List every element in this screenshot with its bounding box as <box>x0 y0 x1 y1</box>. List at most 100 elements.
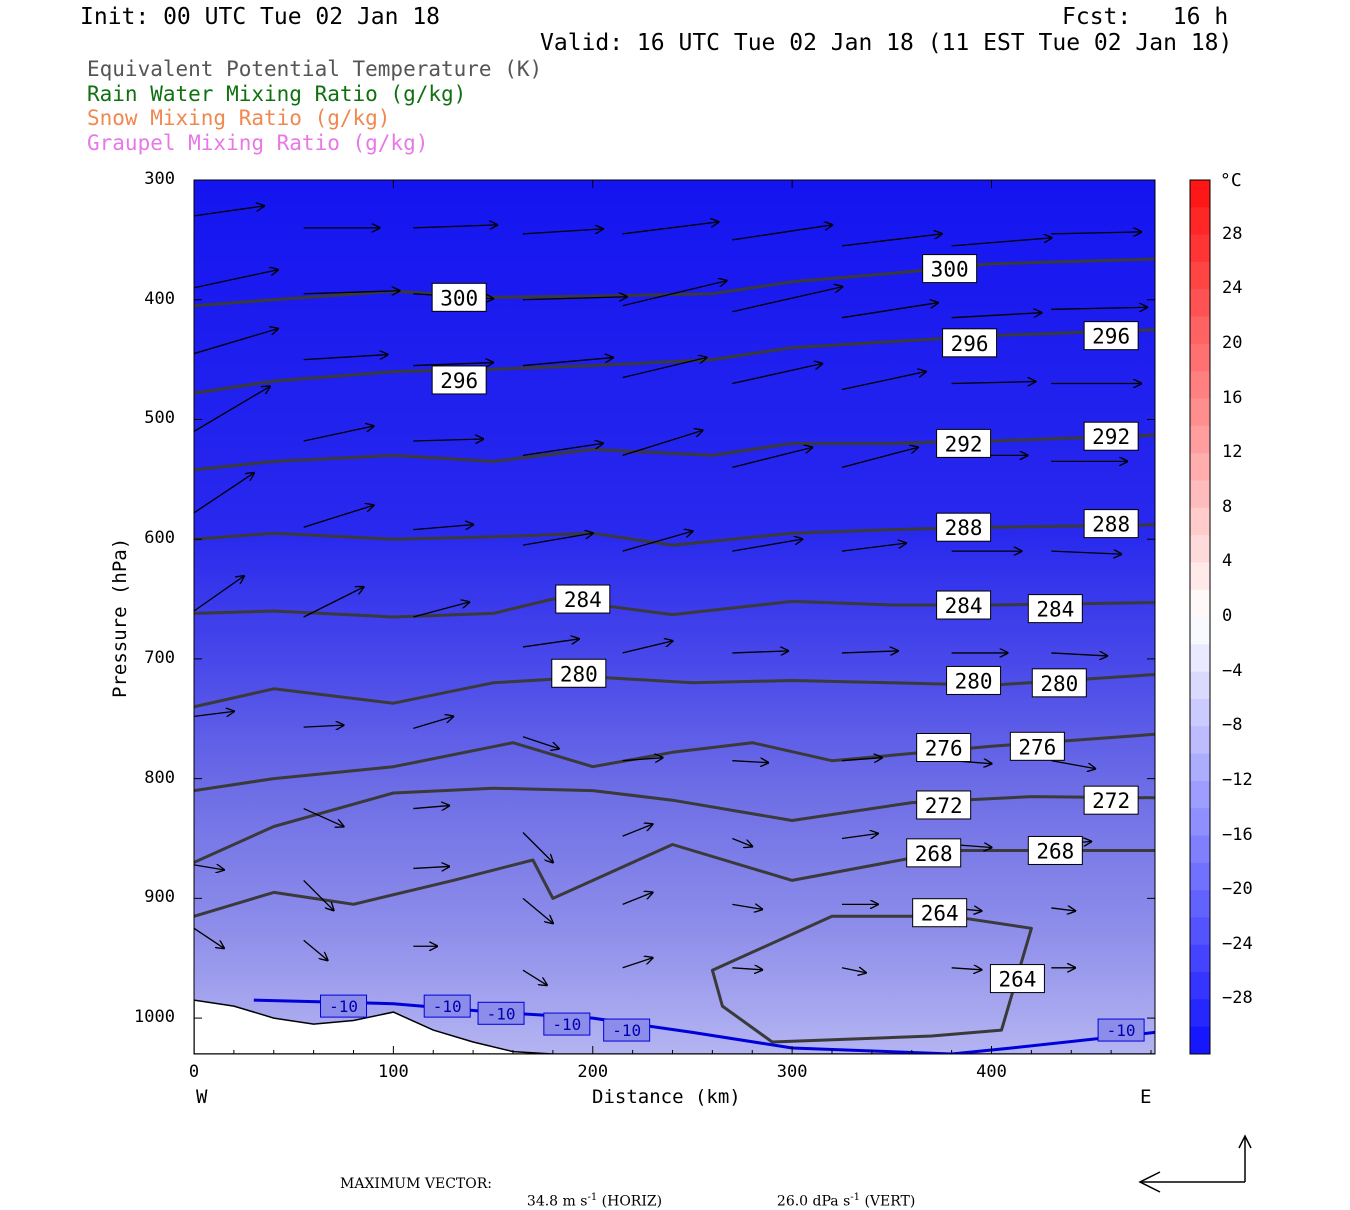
svg-text:288: 288 <box>1092 513 1130 537</box>
wind-vector <box>194 865 224 870</box>
colorbar-segment <box>1190 972 1210 1000</box>
colorbar-segment <box>1190 371 1210 399</box>
wind-vector <box>732 837 752 846</box>
wind-vector <box>303 879 334 910</box>
wind-vector <box>413 439 483 441</box>
wind-vector <box>303 807 344 827</box>
wind-vector <box>622 222 719 235</box>
theta-e-label-280: 280 <box>1031 668 1087 698</box>
wind-vector <box>951 238 1052 247</box>
colorbar-segment <box>1190 343 1210 372</box>
valid-time: Valid: 16 UTC Tue 02 Jan 18 (11 EST Tue … <box>540 30 1233 56</box>
legend-rain: Rain Water Mixing Ratio (g/kg) <box>87 82 467 106</box>
wind-vector <box>303 426 374 442</box>
x-tick-label: 200 <box>577 1062 609 1082</box>
wind-vector <box>303 355 388 361</box>
wind-vector <box>522 969 547 985</box>
colorbar-segment <box>1190 1026 1210 1055</box>
theta-e-label-264: 264 <box>989 964 1045 994</box>
theta-e-contour-296 <box>194 328 1155 395</box>
horiz-units: (HORIZ) <box>601 1193 663 1210</box>
theta-e-label-296: 296 <box>431 365 487 395</box>
wind-vector <box>522 897 553 923</box>
vert-units: (VERT) <box>864 1193 916 1210</box>
colorbar-tick-label: 20 <box>1222 332 1243 353</box>
wind-vector <box>622 531 693 552</box>
theta-e-label-284: 284 <box>555 584 611 614</box>
wind-vector <box>522 639 579 648</box>
theta-e-label-268: 268 <box>906 838 962 868</box>
colorbar-segment <box>1190 180 1210 208</box>
wind-vector <box>194 329 278 355</box>
svg-text:284: 284 <box>1036 598 1074 622</box>
svg-text:284: 284 <box>945 594 983 618</box>
theta-e-label-284: 284 <box>936 590 992 620</box>
y-axis-title: Pressure (hPa) <box>109 537 131 698</box>
wind-vector <box>951 382 1036 384</box>
svg-text:268: 268 <box>915 842 953 866</box>
isotherm-label: -10 <box>603 1018 651 1042</box>
wind-vector <box>1051 232 1141 234</box>
wind-vector <box>841 372 926 391</box>
svg-text:272: 272 <box>1092 789 1130 813</box>
theta-e-label-292: 292 <box>936 428 992 458</box>
max-vector-horiz: 34.8 m s-1 (HORIZ) <box>518 1176 662 1210</box>
svg-text:292: 292 <box>1092 425 1130 449</box>
wind-vector <box>732 447 812 468</box>
theta-e-label-300: 300 <box>431 282 487 312</box>
wind-vector <box>841 543 906 552</box>
wind-vector <box>413 525 473 531</box>
max-vector-label: MAXIMUM VECTOR: <box>340 1176 492 1192</box>
theta-e-contour-272 <box>194 786 1155 864</box>
theta-e-label-264: 264 <box>912 898 968 928</box>
wind-vector <box>194 270 278 289</box>
colorbar-segment <box>1190 780 1210 809</box>
svg-text:280: 280 <box>560 662 598 686</box>
vert-exponent: -1 <box>850 1192 861 1203</box>
theta-e-label-296: 296 <box>1083 321 1139 351</box>
wind-vector <box>951 313 1042 319</box>
wind-vector <box>303 725 344 727</box>
svg-text:284: 284 <box>564 588 602 612</box>
colorbar-segment <box>1190 917 1210 946</box>
wind-vector <box>522 832 553 863</box>
wind-vector <box>841 833 878 840</box>
colorbar-tick-label: −8 <box>1222 715 1243 736</box>
wind-vector <box>622 358 707 379</box>
wind-vector <box>732 287 842 313</box>
svg-text:-10: -10 <box>329 997 358 1016</box>
init-time: Init: 00 UTC Tue 02 Jan 18 <box>80 4 441 30</box>
colorbar-segment <box>1190 671 1210 700</box>
wind-vector <box>194 473 254 514</box>
wind-vector <box>622 958 653 969</box>
wind-vector <box>413 866 449 868</box>
isotherm-label: -10 <box>320 994 368 1018</box>
wind-vector <box>622 281 727 307</box>
wind-vector <box>303 291 400 294</box>
colorbar-tick-label: −12 <box>1222 769 1253 790</box>
y-tick-label: 700 <box>144 647 175 668</box>
colorbar-segment <box>1190 562 1210 591</box>
wind-vector <box>413 225 497 228</box>
colorbar-segment <box>1190 589 1210 618</box>
wind-vector <box>194 576 244 612</box>
wind-vector <box>303 939 328 960</box>
colorbar-tick-label: −16 <box>1222 824 1253 845</box>
colorbar-tick-label: 16 <box>1222 387 1243 408</box>
svg-text:296: 296 <box>440 369 478 393</box>
wind-vector <box>522 736 559 749</box>
wind-vector <box>413 806 449 809</box>
wind-vector <box>194 927 224 948</box>
wind-vector <box>413 602 469 618</box>
colorbar-segment <box>1190 617 1210 645</box>
svg-text:264: 264 <box>998 968 1036 992</box>
colorbar-tick-label: 4 <box>1222 551 1233 572</box>
wind-vector <box>1051 551 1121 554</box>
wind-vector <box>951 968 982 970</box>
x-tick-label: 300 <box>776 1062 808 1082</box>
reference-vector-icon <box>1138 1134 1252 1193</box>
wind-vector <box>413 716 453 729</box>
colorbar-segment <box>1190 398 1210 427</box>
wind-vector <box>841 303 938 319</box>
wind-vector <box>1051 908 1075 911</box>
